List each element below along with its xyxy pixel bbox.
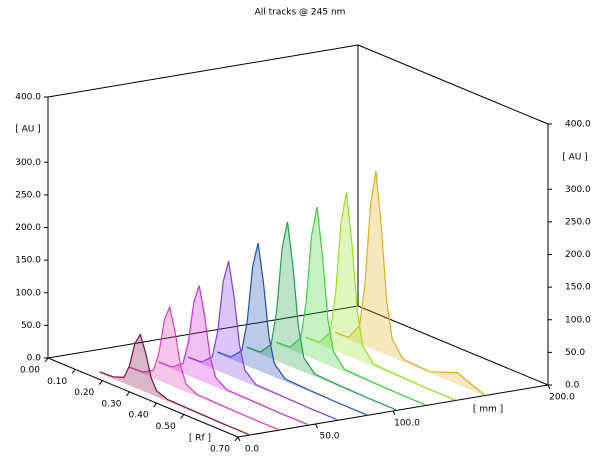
z-tick-label: 100.0 — [394, 419, 420, 429]
peak-area — [99, 334, 249, 436]
track — [158, 285, 309, 426]
y-tick-label: 0.0 — [27, 354, 42, 364]
peak-area — [158, 285, 308, 426]
x-tick-label: 0.00 — [20, 366, 40, 376]
y2-axis-label: [ AU ] — [562, 153, 588, 163]
y2-tick-label: 250.0 — [565, 217, 591, 227]
z-tick — [392, 410, 396, 416]
box-edge — [47, 305, 359, 359]
track-line — [217, 242, 367, 416]
x-tick-label: 0.30 — [101, 399, 121, 409]
peak-area — [335, 171, 485, 396]
x-tick — [153, 402, 157, 408]
y-tick-label: 300.0 — [15, 158, 41, 168]
track-line — [99, 333, 250, 436]
y2-tick-label: 0.0 — [565, 381, 580, 391]
x-tick — [234, 436, 239, 442]
x-tick — [180, 414, 185, 419]
x-tick — [98, 380, 103, 385]
x-axis-label: [ Rf ] — [189, 434, 211, 444]
track — [99, 333, 250, 436]
y-axis-label: [ AU ] — [15, 125, 41, 135]
track — [217, 242, 367, 416]
y-tick-label: 50.0 — [21, 321, 41, 331]
track-line — [246, 221, 397, 411]
chart-title: All tracks @ 245 nm — [255, 8, 346, 18]
y2-tick-label: 50.0 — [565, 348, 585, 358]
x-tick-label: 0.10 — [47, 377, 67, 387]
x-tick — [126, 391, 130, 397]
z-axis-label: [ mm ] — [473, 405, 503, 415]
y2-tick-label: 200.0 — [565, 250, 591, 260]
peak-area — [129, 306, 279, 431]
z-tick — [315, 423, 318, 429]
y-tick-label: 100.0 — [15, 288, 41, 298]
box-edge — [47, 44, 359, 98]
y-tick-label: 150.0 — [15, 256, 41, 266]
x-tick-label: 0.70 — [210, 445, 230, 455]
y2-tick-label: 400.0 — [565, 120, 591, 130]
peak-area — [187, 261, 338, 421]
z-tick-label: 50.0 — [319, 432, 339, 442]
track — [128, 304, 279, 431]
y-tick-label: 250.0 — [15, 190, 41, 200]
peak-area — [217, 243, 367, 416]
y2-tick-label: 150.0 — [565, 283, 591, 293]
peak-area — [276, 207, 426, 406]
y-tick-label: 400.0 — [15, 93, 41, 103]
track-line — [187, 260, 338, 421]
x-tick — [71, 368, 76, 374]
x-axis — [47, 357, 239, 438]
track-line — [128, 304, 279, 431]
peak-area — [305, 192, 455, 401]
y2-tick-label: 100.0 — [565, 315, 591, 325]
track-line — [158, 285, 309, 426]
x-tick-label: 0.40 — [129, 411, 149, 421]
z-tick — [237, 436, 241, 442]
box-edge — [357, 44, 549, 125]
x-tick-label: 0.20 — [74, 388, 94, 398]
z-tick-label: 200.0 — [549, 393, 575, 403]
y2-tick-label: 300.0 — [565, 185, 591, 195]
peak-area — [246, 221, 397, 411]
z-tick — [547, 384, 551, 390]
x-tick — [44, 357, 49, 363]
z-tick-label: 0.0 — [245, 445, 260, 455]
x-tick-label: 0.50 — [156, 422, 176, 432]
track — [246, 221, 397, 411]
y-tick-label: 200.0 — [15, 223, 41, 233]
track — [187, 260, 338, 421]
